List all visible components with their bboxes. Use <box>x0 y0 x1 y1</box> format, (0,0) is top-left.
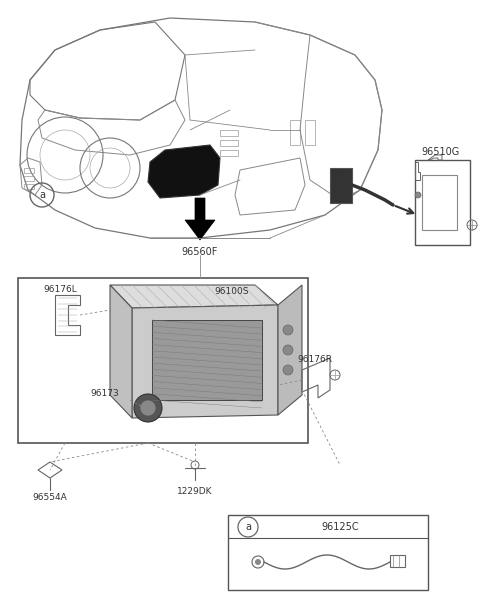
Bar <box>152 320 262 400</box>
Bar <box>24 184 34 189</box>
Bar <box>390 555 405 567</box>
Circle shape <box>134 394 162 422</box>
Polygon shape <box>148 145 220 198</box>
Text: 96560F: 96560F <box>182 247 218 257</box>
Circle shape <box>283 345 293 355</box>
Text: 1125GA: 1125GA <box>479 234 480 242</box>
Text: 96176R: 96176R <box>298 356 333 364</box>
Bar <box>24 176 34 181</box>
Text: a: a <box>245 522 251 532</box>
Polygon shape <box>110 285 278 308</box>
Polygon shape <box>132 305 278 418</box>
Text: 96100S: 96100S <box>215 287 249 296</box>
Text: 96510G: 96510G <box>421 147 459 157</box>
Bar <box>228 515 428 590</box>
Bar <box>220 130 238 136</box>
Bar <box>415 160 470 245</box>
Text: a: a <box>39 190 45 200</box>
Bar <box>330 168 352 203</box>
Polygon shape <box>278 285 302 415</box>
Polygon shape <box>185 198 215 240</box>
Text: 96176L: 96176L <box>43 285 77 294</box>
Bar <box>18 278 308 443</box>
Text: 1229DK: 1229DK <box>177 487 213 496</box>
Bar <box>24 168 34 173</box>
Bar <box>422 175 457 230</box>
Circle shape <box>255 559 261 565</box>
Circle shape <box>415 192 421 198</box>
Text: 96173: 96173 <box>91 388 120 397</box>
Text: 1125GB: 1125GB <box>479 243 480 252</box>
Bar <box>220 140 238 146</box>
Bar <box>290 120 300 145</box>
Circle shape <box>283 365 293 375</box>
Bar <box>305 120 315 145</box>
Text: 96554A: 96554A <box>33 493 67 502</box>
Bar <box>220 150 238 156</box>
Circle shape <box>283 325 293 335</box>
Polygon shape <box>110 285 132 418</box>
Text: 96125C: 96125C <box>321 522 359 532</box>
Circle shape <box>140 400 156 416</box>
